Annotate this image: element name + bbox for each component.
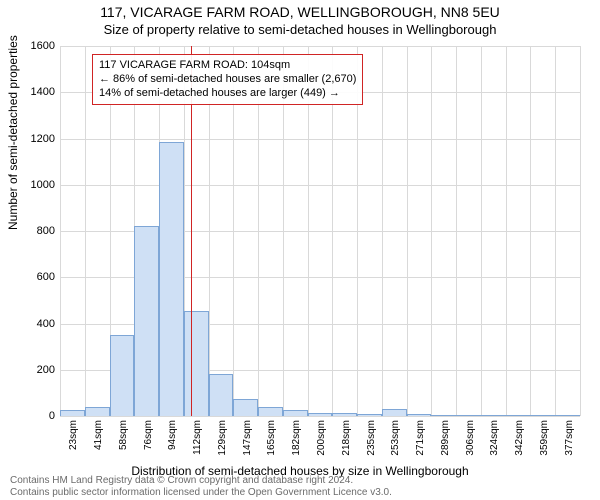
callout-box: 117 VICARAGE FARM ROAD: 104sqm← 86% of s…	[92, 54, 363, 105]
gridline-v	[431, 46, 432, 416]
x-tick-label: 218sqm	[341, 420, 352, 456]
page-title: 117, VICARAGE FARM ROAD, WELLINGBOROUGH,…	[0, 0, 600, 20]
y-tick-label: 600	[37, 271, 55, 283]
gridline-v	[60, 46, 61, 416]
x-tick-label: 271sqm	[415, 420, 426, 456]
histogram-bar	[283, 410, 308, 416]
x-tick-label: 112sqm	[192, 420, 203, 455]
callout-line: 117 VICARAGE FARM ROAD: 104sqm	[99, 59, 356, 73]
attribution-footer: Contains HM Land Registry data © Crown c…	[10, 475, 392, 498]
callout-line: ← 86% of semi-detached houses are smalle…	[99, 73, 356, 87]
plot-region: 0200400600800100012001400160023sqm41sqm5…	[60, 46, 580, 416]
x-tick-label: 359sqm	[539, 420, 550, 456]
y-tick-label: 0	[49, 410, 55, 422]
histogram-bar	[159, 142, 184, 416]
gridline-v	[85, 46, 86, 416]
gridline-v	[382, 46, 383, 416]
x-tick-label: 182sqm	[291, 420, 302, 456]
x-tick-label: 377sqm	[564, 420, 575, 456]
y-tick-label: 400	[37, 318, 55, 330]
histogram-bar	[431, 415, 456, 416]
histogram-bar	[184, 311, 209, 416]
page-subtitle: Size of property relative to semi-detach…	[0, 20, 600, 37]
histogram-bar	[258, 407, 283, 416]
histogram-bar	[382, 409, 407, 416]
histogram-bar	[357, 414, 382, 416]
y-tick-label: 1200	[31, 133, 55, 145]
histogram-bar	[407, 414, 432, 416]
x-tick-label: 324sqm	[489, 420, 500, 456]
histogram-bar	[506, 415, 531, 416]
y-tick-label: 1000	[31, 179, 55, 191]
x-tick-label: 253sqm	[390, 420, 401, 456]
histogram-bar	[209, 374, 234, 416]
gridline	[60, 416, 580, 417]
gridline-v	[555, 46, 556, 416]
x-tick-label: 306sqm	[465, 420, 476, 456]
histogram-bar	[456, 415, 481, 416]
gridline	[60, 185, 580, 186]
histogram-bar	[110, 335, 135, 416]
gridline	[60, 139, 580, 140]
x-tick-label: 235sqm	[366, 420, 377, 456]
gridline-v	[456, 46, 457, 416]
histogram-bar	[233, 399, 258, 416]
gridline-v	[407, 46, 408, 416]
x-tick-label: 94sqm	[167, 420, 178, 450]
x-tick-label: 165sqm	[266, 420, 277, 456]
chart-container: 117, VICARAGE FARM ROAD, WELLINGBOROUGH,…	[0, 0, 600, 500]
histogram-bar	[85, 407, 110, 416]
x-tick-label: 58sqm	[118, 420, 129, 450]
y-tick-label: 200	[37, 364, 55, 376]
x-tick-label: 76sqm	[143, 420, 154, 450]
histogram-bar	[134, 226, 159, 416]
x-tick-label: 289sqm	[440, 420, 451, 456]
x-tick-label: 147sqm	[242, 420, 253, 456]
gridline-v	[506, 46, 507, 416]
chart-area: 0200400600800100012001400160023sqm41sqm5…	[60, 46, 580, 416]
gridline-v	[580, 46, 581, 416]
histogram-bar	[481, 415, 506, 416]
histogram-bar	[308, 413, 333, 416]
x-tick-label: 342sqm	[514, 420, 525, 456]
x-tick-label: 129sqm	[217, 420, 228, 456]
footer-line-2: Contains public sector information licen…	[10, 487, 392, 499]
gridline-v	[530, 46, 531, 416]
x-tick-label: 23sqm	[68, 420, 79, 450]
histogram-bar	[60, 410, 85, 416]
x-tick-label: 200sqm	[316, 420, 327, 456]
histogram-bar	[555, 415, 580, 416]
y-tick-label: 1600	[31, 40, 55, 52]
callout-line: 14% of semi-detached houses are larger (…	[99, 87, 356, 101]
footer-line-1: Contains HM Land Registry data © Crown c…	[10, 475, 392, 487]
y-axis-label: Number of semi-detached properties	[6, 35, 20, 230]
y-tick-label: 800	[37, 225, 55, 237]
y-tick-label: 1400	[31, 86, 55, 98]
gridline-v	[481, 46, 482, 416]
histogram-bar	[530, 415, 555, 416]
gridline	[60, 46, 580, 47]
x-tick-label: 41sqm	[93, 420, 104, 450]
histogram-bar	[332, 413, 357, 416]
